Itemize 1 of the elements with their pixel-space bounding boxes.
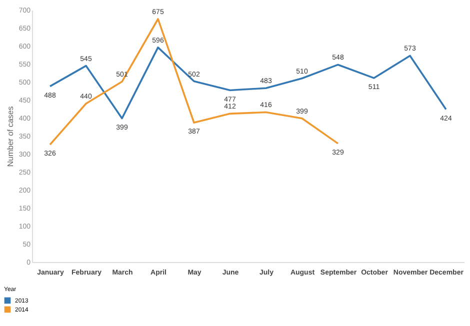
y-axis-title: Number of cases: [6, 106, 15, 167]
